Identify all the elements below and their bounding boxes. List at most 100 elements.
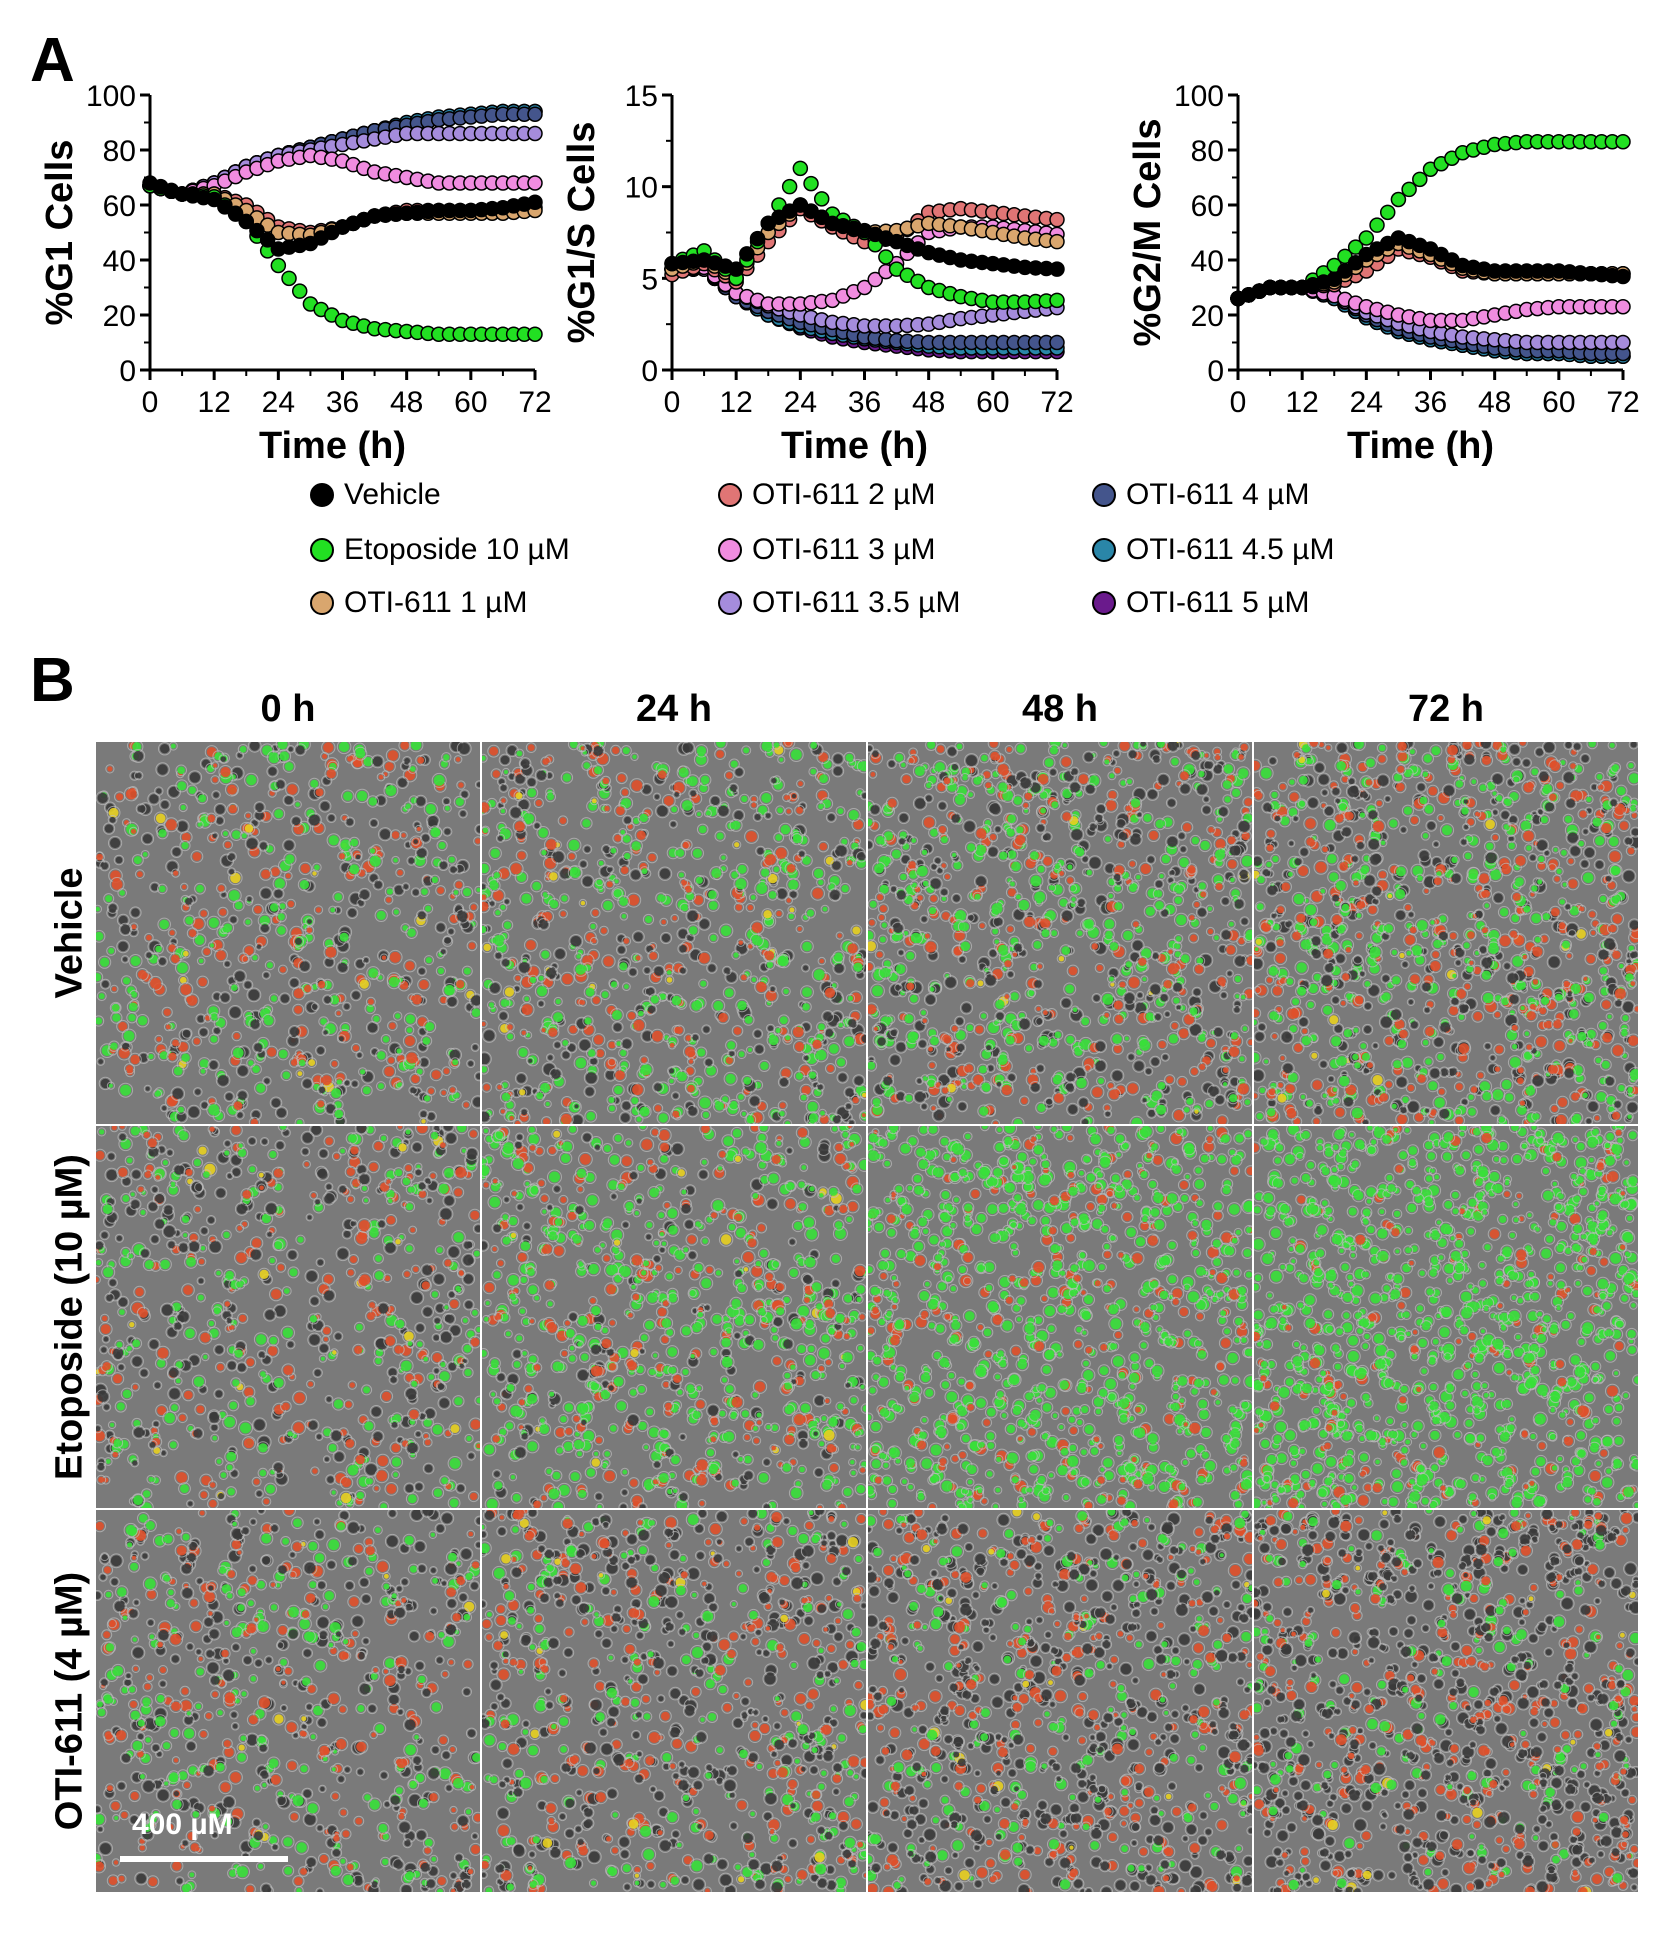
legend-swatch — [1092, 591, 1116, 615]
legend-label: OTI-611 3.5 µM — [752, 586, 960, 620]
legend-swatch — [310, 483, 334, 507]
micrograph-image — [96, 742, 480, 1124]
data-point — [527, 175, 543, 191]
data-point — [270, 257, 287, 274]
data-point — [803, 175, 819, 192]
x-axis-label: Time (h) — [1347, 425, 1494, 467]
legend-item-oti-4-5: OTI-611 4.5 µM — [1092, 533, 1334, 567]
y-tick-label: 20 — [103, 300, 136, 333]
data-point — [1401, 181, 1417, 198]
micrograph-tile — [1254, 742, 1638, 1124]
y-tick-label: 80 — [1191, 135, 1224, 168]
x-tick-label: 48 — [1478, 386, 1511, 419]
y-tick-label: 60 — [103, 190, 136, 223]
data-point — [1049, 292, 1065, 309]
data-point — [1615, 299, 1631, 315]
data-point — [1412, 171, 1428, 188]
micrograph-image — [482, 742, 866, 1124]
legend-label: Etoposide 10 µM — [344, 533, 570, 567]
x-tick-label: 12 — [719, 386, 752, 419]
micrograph-image — [482, 1126, 866, 1508]
micrograph-tile — [96, 742, 480, 1124]
x-tick-label: 0 — [664, 386, 681, 419]
x-tick-label: 0 — [142, 386, 159, 419]
legend-label: OTI-611 1 µM — [344, 586, 527, 620]
chart-g1s: 0 5 10 15 0 12 24 36 48 60 72 Time (h) %G1/S Cells — [561, 80, 1074, 467]
data-point — [206, 191, 222, 208]
micrograph-tile — [482, 1510, 866, 1892]
micrograph-image — [482, 1510, 866, 1892]
legend-label: OTI-611 3 µM — [752, 533, 935, 567]
legend-label: OTI-611 5 µM — [1126, 586, 1309, 620]
y-tick-label: 0 — [1207, 355, 1224, 388]
y-tick-label: 10 — [625, 172, 658, 205]
data-point — [291, 283, 308, 299]
y-tick-label: 5 — [641, 263, 658, 296]
micrograph-grid — [96, 742, 1638, 1894]
micrograph-image — [1254, 1510, 1638, 1892]
micrograph-image — [1254, 742, 1638, 1124]
x-tick-label: 36 — [326, 386, 359, 419]
micrograph-image — [96, 1126, 480, 1508]
data-point — [1358, 230, 1375, 246]
data-point — [249, 222, 265, 239]
legend-label: Vehicle — [344, 478, 441, 512]
micrograph-image — [868, 1510, 1252, 1892]
legend-item-oti-2: OTI-611 2 µM — [718, 478, 935, 512]
data-point — [1369, 217, 1385, 233]
legend-item-oti-4: OTI-611 4 µM — [1092, 478, 1309, 512]
y-tick-label: 60 — [1191, 190, 1224, 223]
y-tick-label: 0 — [641, 355, 658, 388]
micrograph-image — [868, 742, 1252, 1124]
chart-g2m: 0 20 40 60 80 100 0 12 24 36 48 60 72 Time (h) %G2/M C… — [1127, 80, 1640, 467]
legend-item-oti-3: OTI-611 3 µM — [718, 533, 935, 567]
column-header-0h: 0 h — [96, 688, 480, 731]
data-point — [1615, 334, 1631, 351]
y-axis-label: %G2/M Cells — [1127, 118, 1169, 346]
data-point — [527, 125, 543, 142]
x-axis-label: Time (h) — [781, 425, 928, 467]
data-point — [1049, 211, 1065, 228]
scale-bar-label: 400 µM — [132, 1808, 233, 1842]
data-point — [792, 160, 809, 177]
data-point — [1615, 268, 1631, 285]
data-point — [1337, 263, 1353, 279]
y-axis-label: %G1/S Cells — [561, 122, 603, 344]
x-tick-label: 12 — [197, 386, 230, 419]
y-tick-label: 100 — [1174, 80, 1224, 113]
legend-swatch — [718, 538, 742, 562]
legend-label: OTI-611 4 µM — [1126, 478, 1309, 512]
y-tick-label: 100 — [86, 80, 136, 113]
scale-bar — [120, 1856, 288, 1862]
x-tick-label: 60 — [1542, 386, 1575, 419]
x-axis-label: Time (h) — [259, 425, 406, 467]
panel-a-letter: A — [30, 30, 75, 92]
micrograph-tile — [868, 742, 1252, 1124]
micrograph-tile — [1254, 1510, 1638, 1892]
x-tick-label: 60 — [976, 386, 1009, 419]
data-point — [1347, 239, 1364, 255]
y-tick-label: 0 — [119, 355, 136, 388]
legend-swatch — [718, 483, 742, 507]
data-point — [878, 249, 894, 265]
data-point — [728, 261, 744, 277]
legend-swatch — [1092, 538, 1116, 562]
row-header-etoposide: Etoposide (10 µM) — [49, 1154, 92, 1480]
legend-swatch — [1092, 483, 1116, 507]
x-tick-label: 60 — [454, 386, 487, 419]
x-tick-label: 72 — [1606, 386, 1639, 419]
x-tick-label: 12 — [1285, 386, 1318, 419]
x-tick-label: 36 — [1414, 386, 1447, 419]
data-point — [1049, 334, 1065, 351]
column-header-24h: 24 h — [482, 688, 866, 731]
data-point — [1049, 261, 1065, 277]
legend-swatch — [310, 538, 334, 562]
legend: Vehicle Etoposide 10 µM OTI-611 1 µM OTI… — [310, 478, 1410, 628]
micrograph-image — [1254, 1126, 1638, 1508]
data-point — [813, 191, 830, 207]
data-point — [238, 213, 254, 230]
legend-item-oti-3-5: OTI-611 3.5 µM — [718, 586, 960, 620]
y-tick-label: 80 — [103, 135, 136, 168]
column-header-48h: 48 h — [868, 688, 1252, 731]
chart-g1: 0 20 40 60 80 100 0 12 24 36 48 60 72 Time (h) %G1 Cel… — [39, 80, 552, 467]
